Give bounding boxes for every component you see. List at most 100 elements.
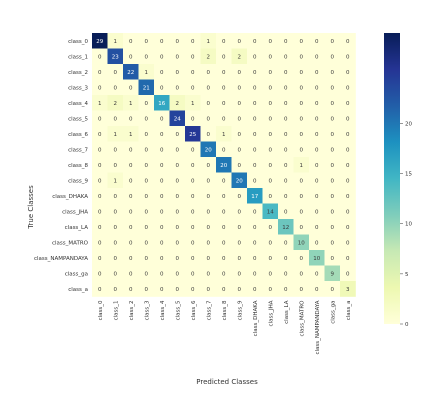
heatmap-cell	[169, 126, 186, 142]
cell-value-label: 0	[191, 209, 195, 215]
x-tick-label: class_5	[175, 300, 181, 320]
cell-value-label: 0	[346, 101, 350, 107]
cell-value-label: 0	[191, 85, 195, 91]
cell-value-label: 0	[331, 116, 335, 122]
cell-value-label: 0	[222, 85, 226, 91]
cell-value-label: 0	[160, 163, 164, 169]
x-tick-label: class_6	[191, 300, 197, 320]
cell-value-label: 0	[269, 54, 273, 60]
cell-value-label: 1	[114, 132, 118, 138]
cell-value-label: 0	[222, 225, 226, 231]
heatmap-cell	[340, 234, 356, 251]
heatmap-cell	[138, 188, 155, 204]
cell-value-label: 1	[222, 132, 226, 138]
heatmap-cell	[169, 95, 186, 111]
heatmap-cell	[107, 141, 124, 158]
heatmap-cell	[216, 219, 232, 235]
heatmap-cell	[200, 95, 217, 111]
cell-value-label: 0	[98, 116, 102, 122]
heatmap-cell	[262, 33, 279, 49]
cell-value-label: 0	[331, 178, 335, 184]
heatmap-cell	[293, 203, 310, 220]
heatmap-cell	[92, 219, 108, 235]
cell-value-label: 0	[238, 163, 242, 169]
heatmap-cell	[200, 48, 217, 65]
heatmap-cell	[293, 188, 310, 204]
heatmap-cell	[92, 188, 108, 204]
cell-value-label: 0	[238, 147, 242, 153]
cell-value-label: 0	[160, 147, 164, 153]
heatmap-cell	[216, 250, 232, 266]
cell-value-label: 0	[269, 225, 273, 231]
heatmap-cell	[324, 172, 341, 189]
cell-value-label: 0	[191, 194, 195, 200]
y-tick-label: class_DHAKA	[52, 194, 88, 200]
cell-value-label: 9	[331, 271, 335, 277]
heatmap-cell	[92, 172, 108, 189]
heatmap-cell	[247, 188, 263, 204]
y-tick-label: class_3	[68, 85, 88, 91]
cell-value-label: 0	[238, 101, 242, 107]
heatmap-cell	[169, 48, 186, 65]
heatmap-cell	[293, 126, 310, 142]
cell-value-label: 1	[207, 39, 211, 45]
cell-value-label: 0	[238, 225, 242, 231]
heatmap-cell	[138, 203, 155, 220]
cell-value-label: 0	[114, 240, 118, 246]
cell-value-label: 0	[191, 116, 195, 122]
cell-value-label: 0	[238, 132, 242, 138]
cell-value-label: 0	[114, 287, 118, 293]
cell-value-label: 0	[315, 209, 319, 215]
heatmap-cell	[216, 79, 232, 96]
heatmap-cell	[200, 250, 217, 266]
cell-value-label: 0	[145, 54, 149, 60]
cell-value-label: 0	[284, 147, 288, 153]
cell-value-label: 0	[176, 225, 180, 231]
cell-value-label: 0	[300, 39, 304, 45]
cell-value-label: 0	[284, 240, 288, 246]
heatmap-cell	[278, 79, 294, 96]
heatmap-cell	[138, 157, 155, 173]
heatmap-cell	[278, 281, 294, 297]
cell-value-label: 0	[269, 287, 273, 293]
cell-value-label: 0	[315, 39, 319, 45]
heatmap-cell	[278, 265, 294, 282]
heatmap-cell	[200, 172, 217, 189]
cell-value-label: 24	[174, 116, 181, 122]
heatmap-cell	[138, 79, 155, 96]
cell-value-label: 0	[331, 147, 335, 153]
cell-value-label: 2	[176, 101, 180, 107]
heatmap-cell	[247, 157, 263, 173]
cell-value-label: 16	[158, 101, 165, 107]
heatmap-cell	[340, 188, 356, 204]
heatmap-cell	[200, 281, 217, 297]
heatmap-cell	[123, 110, 139, 127]
heatmap-cell	[138, 172, 155, 189]
cell-value-label: 0	[98, 209, 102, 215]
heatmap-cell	[169, 188, 186, 204]
cell-value-label: 0	[129, 85, 133, 91]
heatmap-cell	[107, 219, 124, 235]
cell-value-label: 0	[145, 101, 149, 107]
cell-value-label: 0	[222, 240, 226, 246]
heatmap-cell	[169, 141, 186, 158]
cell-value-label: 0	[176, 85, 180, 91]
cell-value-label: 0	[207, 271, 211, 277]
x-axis-label: Predicted Classes	[196, 378, 258, 386]
heatmap-cell	[278, 126, 294, 142]
cell-value-label: 0	[284, 271, 288, 277]
heatmap-cell	[231, 33, 248, 49]
heatmap-cell	[200, 110, 217, 127]
heatmap-cell	[231, 126, 248, 142]
heatmap-cell	[169, 110, 186, 127]
cell-value-label: 0	[315, 54, 319, 60]
cell-value-label: 1	[191, 101, 195, 107]
heatmap-cell	[324, 219, 341, 235]
cell-value-label: 0	[98, 287, 102, 293]
heatmap-cell	[278, 157, 294, 173]
heatmap-cell	[185, 141, 201, 158]
cell-value-label: 0	[269, 147, 273, 153]
cell-value-label: 0	[191, 54, 195, 60]
colorbar-tick-label: 20	[405, 121, 412, 127]
cell-value-label: 0	[145, 132, 149, 138]
